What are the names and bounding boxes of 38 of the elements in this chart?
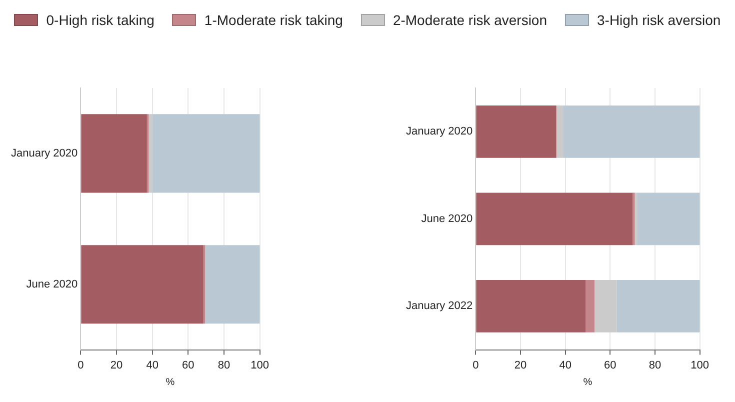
legend-label: 3-High risk aversion: [597, 12, 721, 28]
x-tick-label: 60: [604, 359, 616, 372]
x-tick-label: 20: [110, 359, 123, 372]
bar: [476, 105, 556, 158]
y-tick-label: January 2020: [10, 147, 78, 160]
legend-label: 0-High risk taking: [46, 12, 154, 28]
x-tick-label: 80: [218, 359, 230, 372]
legend-label: 2-Moderate risk aversion: [392, 12, 547, 28]
x-tick-label: 20: [514, 359, 527, 372]
y-tick-label: June 2020: [26, 278, 78, 290]
x-tick-label: 60: [182, 359, 194, 372]
x-axis-title: %: [166, 376, 175, 388]
bar: [81, 245, 204, 324]
bar: [152, 114, 260, 193]
x-tick-label: 40: [146, 359, 158, 372]
legend-label: 1-Moderate risk taking: [204, 12, 343, 28]
x-tick-label: 80: [648, 359, 662, 372]
x-tick-label: 100: [250, 359, 270, 372]
bar: [476, 280, 586, 332]
bar: [634, 192, 638, 246]
bar: [616, 280, 700, 332]
bar: [637, 192, 700, 246]
x-tick-label: 100: [690, 359, 710, 372]
bar: [476, 192, 633, 246]
bar: [81, 114, 147, 193]
x-axis-title: %: [583, 376, 592, 388]
y-tick-label: June 2020: [421, 212, 473, 225]
bar: [563, 105, 700, 158]
bar: [205, 245, 260, 324]
x-tick-label: 40: [559, 359, 572, 372]
x-tick-label: 0: [472, 359, 479, 372]
bar: [148, 114, 152, 193]
bar: [594, 280, 617, 332]
y-tick-label: January 2022: [406, 300, 473, 312]
x-tick-label: 0: [78, 359, 84, 372]
bar: [586, 280, 594, 332]
y-tick-label: January 2020: [406, 126, 473, 138]
bar: [556, 105, 564, 158]
